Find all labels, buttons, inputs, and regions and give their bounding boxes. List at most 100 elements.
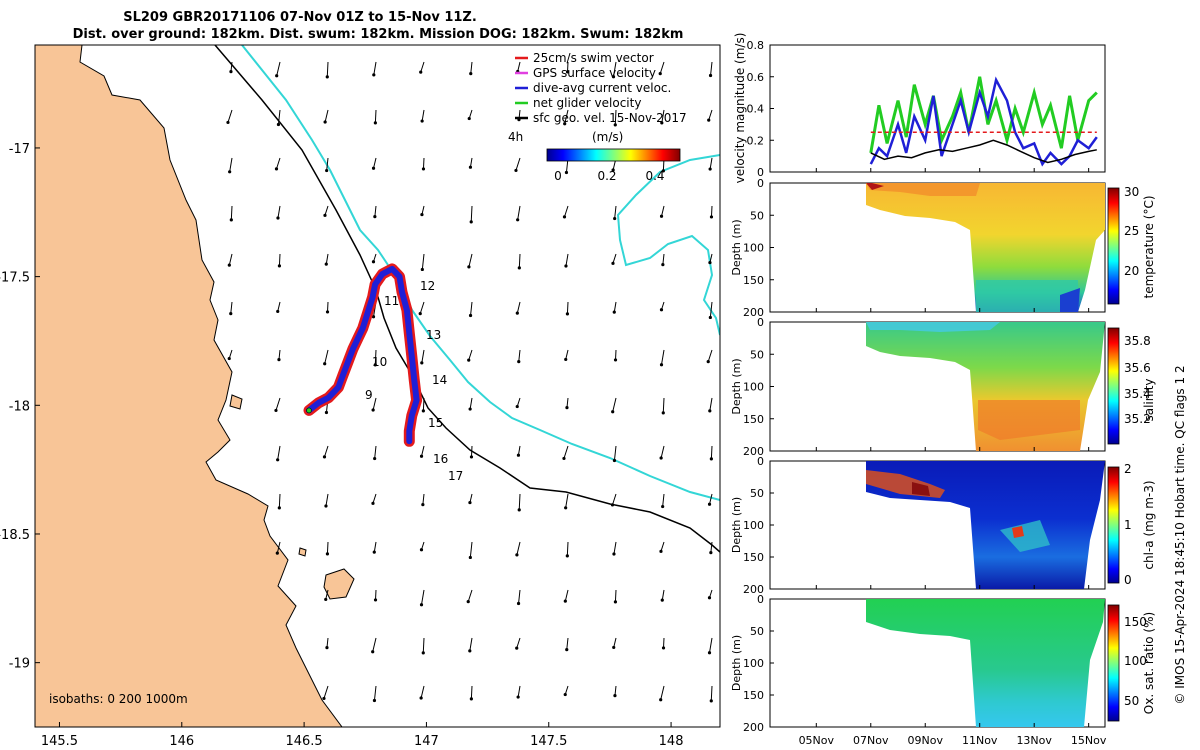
current-vector-head: [228, 170, 232, 174]
isobath-1000m: [241, 45, 720, 501]
salinity-colorbar: [1107, 327, 1120, 445]
current-vector-head: [565, 406, 569, 410]
current-vector: [373, 685, 377, 701]
current-vector-head: [421, 503, 425, 507]
current-vector: [419, 301, 425, 314]
colorbar-tick: 0.4: [645, 169, 664, 183]
current-vector: [661, 589, 665, 601]
current-vector-head: [227, 263, 231, 267]
island: [298, 547, 307, 557]
depth-tick-label: 150: [743, 689, 764, 702]
current-vector: [710, 445, 713, 459]
current-vector-head: [277, 264, 282, 268]
current-vector-head: [421, 167, 426, 171]
current-vector-head: [325, 75, 329, 79]
current-vectors: [226, 61, 714, 703]
current-vector-head: [371, 166, 376, 170]
current-vector-head: [611, 410, 615, 414]
current-vector: [230, 301, 233, 314]
current-vector: [662, 397, 665, 413]
depth-tick-label: 0: [757, 593, 764, 606]
current-vector: [516, 541, 521, 555]
current-vector: [230, 61, 233, 72]
current-vector-head: [276, 122, 281, 127]
current-vector: [518, 253, 521, 268]
salinity-cbar-tick: 35.8: [1124, 334, 1151, 348]
current-vector-head: [565, 312, 570, 316]
day-label: 9: [365, 388, 373, 402]
current-vector: [516, 637, 521, 649]
day-label: 12: [420, 279, 435, 293]
current-vector: [227, 109, 233, 123]
current-vector: [661, 349, 665, 365]
current-vector: [323, 685, 329, 699]
time-tick-label: 15Nov: [1071, 734, 1107, 747]
current-vector-head: [611, 168, 615, 172]
time-tick-label: 13Nov: [1016, 734, 1052, 747]
legend-label: sfc geo. vel. 15-Nov-2017: [533, 111, 687, 125]
current-vector-head: [613, 694, 617, 698]
temperature-cold-spot: [1060, 288, 1080, 312]
current-vector-head: [373, 215, 377, 219]
current-vector: [564, 589, 569, 602]
current-vector-head: [612, 552, 616, 556]
current-vector: [326, 157, 329, 171]
current-vector: [278, 349, 281, 360]
current-vector: [470, 301, 473, 316]
current-vector-head: [468, 555, 472, 560]
current-vector-head: [373, 598, 378, 602]
current-vector: [276, 61, 281, 76]
map-axis-ticks: 145.5 146 146.5 147 147.5 148 -17 -17.5 -18 -18.5…: [0, 142, 683, 749]
map-ytick-label: -18: [9, 399, 30, 414]
oxygen-panel: 150 100 50 Ox. sat. ratio (%): [769, 598, 1156, 728]
current-vector-head: [467, 265, 471, 269]
current-vector-head: [707, 651, 712, 655]
current-vector-head: [707, 596, 712, 600]
current-vector-head: [277, 358, 281, 362]
current-vector: [564, 205, 569, 218]
current-vector: [708, 109, 713, 121]
chla-colorbar: [1107, 466, 1120, 584]
isobaths-label: isobaths: 0 200 1000m: [49, 692, 188, 706]
depth-ylabel: Depth (m): [730, 358, 743, 414]
map-xtick-label: 145.5: [41, 734, 78, 749]
current-vector: [278, 493, 281, 508]
current-vector-head: [516, 453, 521, 457]
current-vector-head: [707, 502, 712, 506]
current-vector-head: [372, 698, 377, 703]
current-vector-head: [709, 551, 713, 555]
chla-cbar-label: chl-a (mg m-3): [1142, 480, 1156, 569]
current-vector: [517, 685, 521, 698]
current-vector: [614, 589, 617, 602]
depth-tick-label: 150: [743, 551, 764, 564]
current-vector: [517, 205, 521, 220]
depth-ylabel: Depth (m): [730, 497, 743, 553]
current-vector-head: [613, 600, 618, 604]
oxygen-field: [866, 599, 1105, 727]
velocity-ytick-label: 0.2: [747, 134, 765, 147]
current-vector-head: [467, 116, 471, 121]
current-vector-head: [468, 165, 473, 169]
depth-tick-label: 200: [743, 445, 764, 458]
oxygen-cbar-tick: 50: [1124, 694, 1139, 708]
current-vector: [420, 61, 425, 73]
current-vector-head: [324, 504, 328, 508]
current-vector-head: [611, 261, 615, 265]
depth-tick-label: 200: [743, 583, 764, 596]
colorbar-unit-label: (m/s): [592, 130, 623, 144]
current-vector: [230, 205, 233, 220]
current-vector-head: [469, 455, 474, 459]
salinity-cbar-label: salinity: [1142, 378, 1156, 421]
colorbar-tick: 0: [554, 169, 562, 183]
current-vector-head: [469, 697, 473, 701]
track-start-marker: [306, 407, 312, 414]
current-vector-head: [322, 696, 326, 701]
current-vector: [612, 493, 617, 506]
current-vector: [614, 205, 617, 219]
temperature-hot-spot: [866, 183, 884, 190]
current-vector-head: [661, 411, 665, 415]
current-vector: [518, 493, 521, 510]
current-vector: [277, 109, 281, 125]
current-vector-head: [515, 311, 519, 315]
